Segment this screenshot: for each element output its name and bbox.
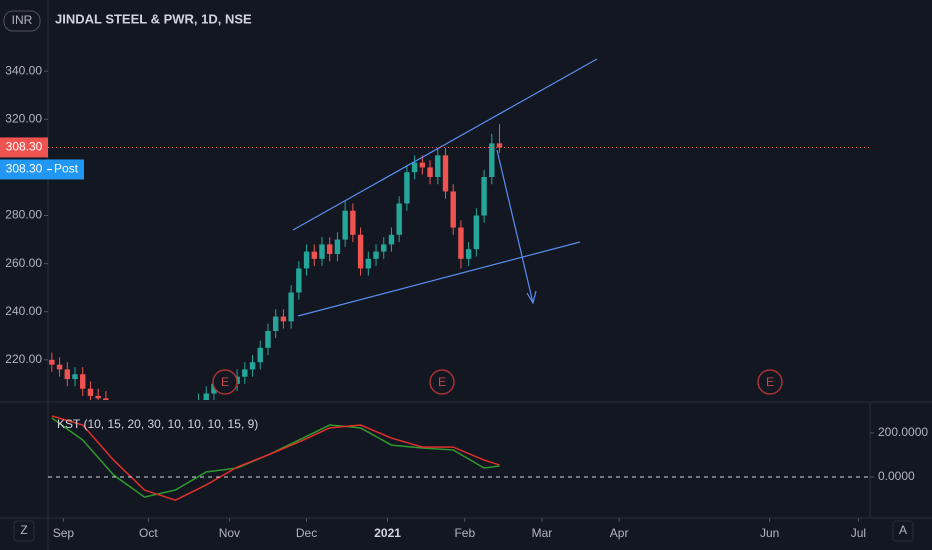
candle-body — [242, 369, 248, 377]
candle-body — [411, 162, 418, 173]
post-price-box — [0, 159, 84, 180]
candle-body — [473, 215, 480, 250]
candle-body — [357, 234, 364, 269]
candle-body — [311, 251, 317, 259]
kst-pane — [51, 415, 500, 501]
x-tick-label: Jul — [851, 526, 866, 540]
arrow-head — [526, 290, 537, 305]
candle-body — [296, 268, 302, 293]
candle-body — [80, 374, 86, 389]
x-tick-label: Dec — [296, 526, 317, 540]
candle-body — [257, 347, 263, 363]
candle-body — [481, 177, 487, 216]
y-tick-label: 0.0000 — [878, 469, 915, 483]
button-z[interactable]: Z — [20, 523, 27, 537]
candle-body — [72, 374, 78, 380]
candle-body — [95, 395, 101, 399]
candle-body — [350, 210, 356, 235]
candle-body — [103, 398, 109, 400]
candle-body — [265, 330, 271, 348]
event-marker — [757, 369, 783, 395]
trend-line — [297, 241, 581, 317]
x-tick-label: Nov — [219, 526, 240, 540]
y-tick-label: 340.00 — [5, 63, 42, 77]
post-tag: Post — [54, 162, 79, 176]
candle-body — [272, 316, 279, 331]
indicator-title: KST (10, 15, 20, 30, 10, 10, 10, 15, 9) — [57, 417, 258, 431]
candle-body — [404, 172, 410, 204]
candle-body — [419, 162, 426, 168]
candle-body — [365, 258, 372, 269]
candle-body — [373, 251, 379, 259]
candle-body — [496, 143, 503, 148]
drawings — [292, 58, 598, 317]
y-tick-label: 240.00 — [5, 304, 42, 318]
candle-body — [249, 362, 256, 370]
kst-line — [51, 417, 500, 498]
candle-body — [327, 244, 333, 254]
x-tick-label: 2021 — [374, 526, 401, 540]
candle-body — [203, 393, 209, 400]
arrow-line — [496, 149, 534, 304]
candle-body — [458, 227, 464, 259]
candle-body — [489, 143, 495, 178]
event-label: E — [221, 375, 229, 389]
candle-body — [450, 191, 456, 228]
last-price-label: 308.30 — [6, 140, 43, 154]
candle-body — [427, 167, 433, 178]
candle-body — [442, 155, 449, 192]
candle-body — [342, 210, 348, 240]
candle-body — [388, 234, 395, 245]
post-price-label: 308.30 — [6, 162, 43, 176]
candle-body — [64, 369, 70, 380]
candle-body — [211, 383, 217, 394]
x-tick-label: Apr — [610, 526, 629, 540]
event-label: E — [438, 375, 446, 389]
x-tick-label: Oct — [139, 526, 158, 540]
button-box[interactable] — [13, 520, 35, 542]
separator — [47, 168, 52, 171]
event-label: E — [766, 375, 774, 389]
candle-body — [334, 239, 341, 254]
last-price-box — [0, 137, 48, 158]
y-tick-label: 280.00 — [5, 208, 42, 222]
candle-body — [87, 388, 94, 396]
x-tick-label: Sep — [53, 526, 75, 540]
kst-line — [51, 415, 500, 501]
x-tick-label: Feb — [454, 526, 475, 540]
x-tick-label: Mar — [532, 526, 553, 540]
trend-line — [292, 58, 598, 231]
candle-body — [381, 244, 387, 252]
candle-body — [303, 251, 310, 269]
candle-body — [288, 292, 294, 322]
button-a[interactable]: A — [899, 523, 907, 537]
candle-body — [435, 155, 441, 178]
candle-body — [280, 316, 287, 322]
event-marker — [429, 369, 455, 395]
candle-body — [111, 408, 116, 413]
chart-title: JINDAL STEEL & PWR, 1D, NSE — [55, 11, 252, 26]
currency-box — [3, 10, 41, 32]
event-marker — [212, 369, 238, 395]
button-box[interactable] — [892, 520, 914, 542]
y-tick-label: 220.00 — [5, 352, 42, 366]
currency: INR — [12, 13, 33, 27]
candle-body — [396, 203, 402, 235]
price-pane — [49, 124, 503, 413]
y-tick-label: 320.00 — [5, 111, 42, 125]
candle-body — [319, 244, 325, 259]
y-tick-label: 260.00 — [5, 256, 42, 270]
y-tick-label: 200.0000 — [878, 425, 928, 439]
candle-body — [49, 359, 55, 365]
candle-body — [56, 364, 63, 370]
x-tick-label: Jun — [760, 526, 779, 540]
candle-body — [465, 249, 472, 259]
